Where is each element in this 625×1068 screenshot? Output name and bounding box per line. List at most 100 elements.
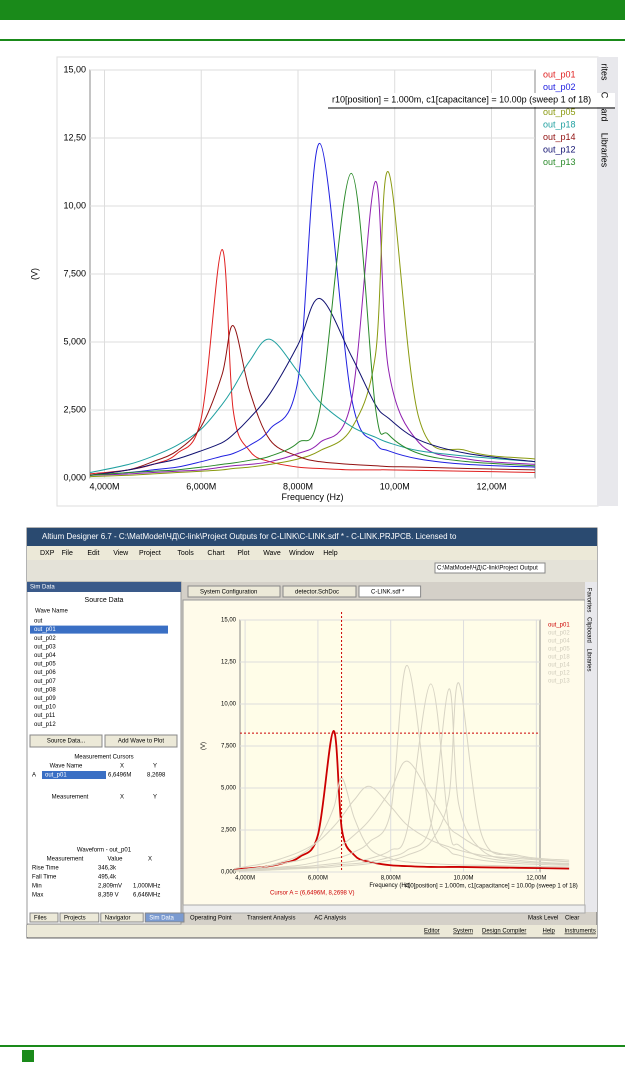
analysis-tab: Operating Point — [190, 916, 232, 922]
panel-header: Source Data — [85, 597, 124, 604]
legend-entry: out_p05 — [548, 647, 570, 653]
panel-tab[interactable] — [100, 912, 144, 923]
wave-item: out_p05 — [34, 662, 56, 668]
selected-cell — [42, 771, 106, 779]
series-line — [89, 171, 536, 478]
column-header: X — [120, 764, 124, 770]
legend-entry: out_p13 — [543, 157, 576, 167]
x-tick-label: 4,000M — [235, 876, 255, 882]
legend-entry: out_p02 — [543, 82, 576, 92]
menu-item: Window — [289, 550, 315, 557]
wave-item: out_p07 — [34, 679, 56, 685]
footer-icon — [22, 1050, 34, 1062]
wave-item: out_p12 — [34, 722, 56, 728]
mask-label: Mask Level — [528, 916, 558, 922]
left-panel — [26, 581, 182, 925]
cursor-label: Cursor A = (6,6496M, 8,2698 V) — [270, 891, 355, 897]
column-header: Y — [153, 764, 157, 770]
panel-title: Sim Data — [30, 585, 55, 591]
clear-label[interactable]: Clear — [565, 916, 579, 922]
column-header: Measurement — [52, 795, 89, 801]
y-axis-label: (V) — [201, 742, 207, 750]
cursor-cell: 6,6496M — [108, 773, 131, 779]
side-tab: C — [600, 92, 610, 99]
side-tab: ard — [600, 108, 610, 121]
y-tick-label: 15,00 — [221, 618, 237, 624]
menu-item: Chart — [207, 550, 224, 557]
column-header: Y — [153, 795, 157, 801]
button[interactable] — [29, 734, 103, 748]
series-line — [89, 338, 536, 474]
x-tick-label: 6,000M — [308, 876, 328, 882]
legend-entry: out_p01 — [548, 623, 570, 629]
panel-tab[interactable] — [144, 912, 185, 923]
y-tick-label: 5,000 — [221, 786, 237, 792]
panel-header: Measurement Cursors — [74, 755, 133, 761]
menu-item: Wave — [263, 550, 281, 557]
doc-tab[interactable] — [187, 585, 281, 598]
y-tick-label: 15,00 — [63, 64, 86, 74]
series-line — [234, 682, 570, 872]
series-line — [89, 297, 536, 476]
right-tab: Clipboard — [585, 617, 591, 643]
wave-item: out_p08 — [34, 687, 56, 693]
doc-tab[interactable] — [282, 585, 357, 598]
panel-header: Waveform - out_p01 — [77, 848, 132, 854]
series-line — [89, 142, 536, 476]
y-tick-label: 0,000 — [63, 472, 86, 482]
panel-title-bar — [27, 582, 181, 592]
waveform-cell: 495,4k — [98, 875, 117, 881]
status-item: Instruments — [565, 929, 596, 935]
column-header: Wave Name — [35, 609, 68, 615]
doc-tab-label: C-LINK.sdf * — [371, 590, 405, 596]
button-label: Source Data... — [47, 739, 86, 745]
menu-bar — [27, 546, 597, 560]
window-title: Altium Designer 6.7 - C:\MatModel\ЧД\C-l… — [42, 532, 457, 541]
analysis-tab: Transient Analysis — [247, 916, 295, 922]
wave-item: out_p10 — [34, 705, 56, 711]
wave-item: out_p02 — [34, 636, 56, 642]
column-header: Measurement — [47, 857, 84, 863]
x-tick-label: 4,000M — [89, 481, 119, 491]
annotation: r10[position] = 1.000m, c1[capacitance] … — [332, 94, 591, 104]
y-tick-label: 2,500 — [221, 828, 237, 834]
waveform-cell: 6,646MHz — [133, 893, 160, 899]
y-tick-label: 7,500 — [63, 268, 86, 278]
right-tab-strip — [585, 582, 597, 912]
wave-item: out_p01 — [34, 627, 56, 633]
wave-item: out — [34, 619, 43, 625]
cursor-cell: 8,2698 — [147, 773, 166, 779]
y-tick-label: 10,00 — [221, 702, 237, 708]
doc-tab[interactable] — [358, 585, 422, 598]
header-bar — [0, 0, 625, 20]
legend-entry: out_p18 — [543, 119, 576, 129]
waveform-cell: Min — [32, 884, 42, 890]
y-tick-label: 12,50 — [221, 660, 237, 666]
waveform-cell: Rise Time — [32, 866, 59, 872]
legend-entry: out_p12 — [548, 671, 570, 677]
path-text: C:\MatModel\ЧД\C-link\Project Output — [437, 566, 538, 572]
panel-tab[interactable] — [29, 912, 59, 923]
y-axis-label: (V) — [29, 268, 39, 280]
wave-item: out_p04 — [34, 653, 56, 659]
y-tick-label: 12,50 — [63, 132, 86, 142]
x-axis-label: Frequency (Hz) — [369, 883, 410, 889]
panel-tab[interactable] — [59, 912, 100, 923]
x-tick-label: 12,00M — [476, 481, 506, 491]
panel-tab-label: Navigator — [105, 916, 131, 922]
x-tick-label: 10,00M — [380, 481, 410, 491]
button[interactable] — [104, 734, 178, 748]
menu-item: Tools — [177, 550, 194, 557]
x-tick-label: 6,000M — [186, 481, 216, 491]
wave-item: out_p11 — [34, 713, 56, 719]
path-box — [434, 562, 546, 574]
wave-item: out_p09 — [34, 696, 56, 702]
annotation: r10[position] = 1.000m, c1[capacitance] … — [405, 884, 578, 890]
column-header: Wave Name — [50, 764, 83, 770]
status-item: System — [453, 929, 473, 935]
header-rule — [0, 39, 625, 41]
series-line — [89, 172, 536, 476]
footer-rule — [0, 1045, 625, 1047]
